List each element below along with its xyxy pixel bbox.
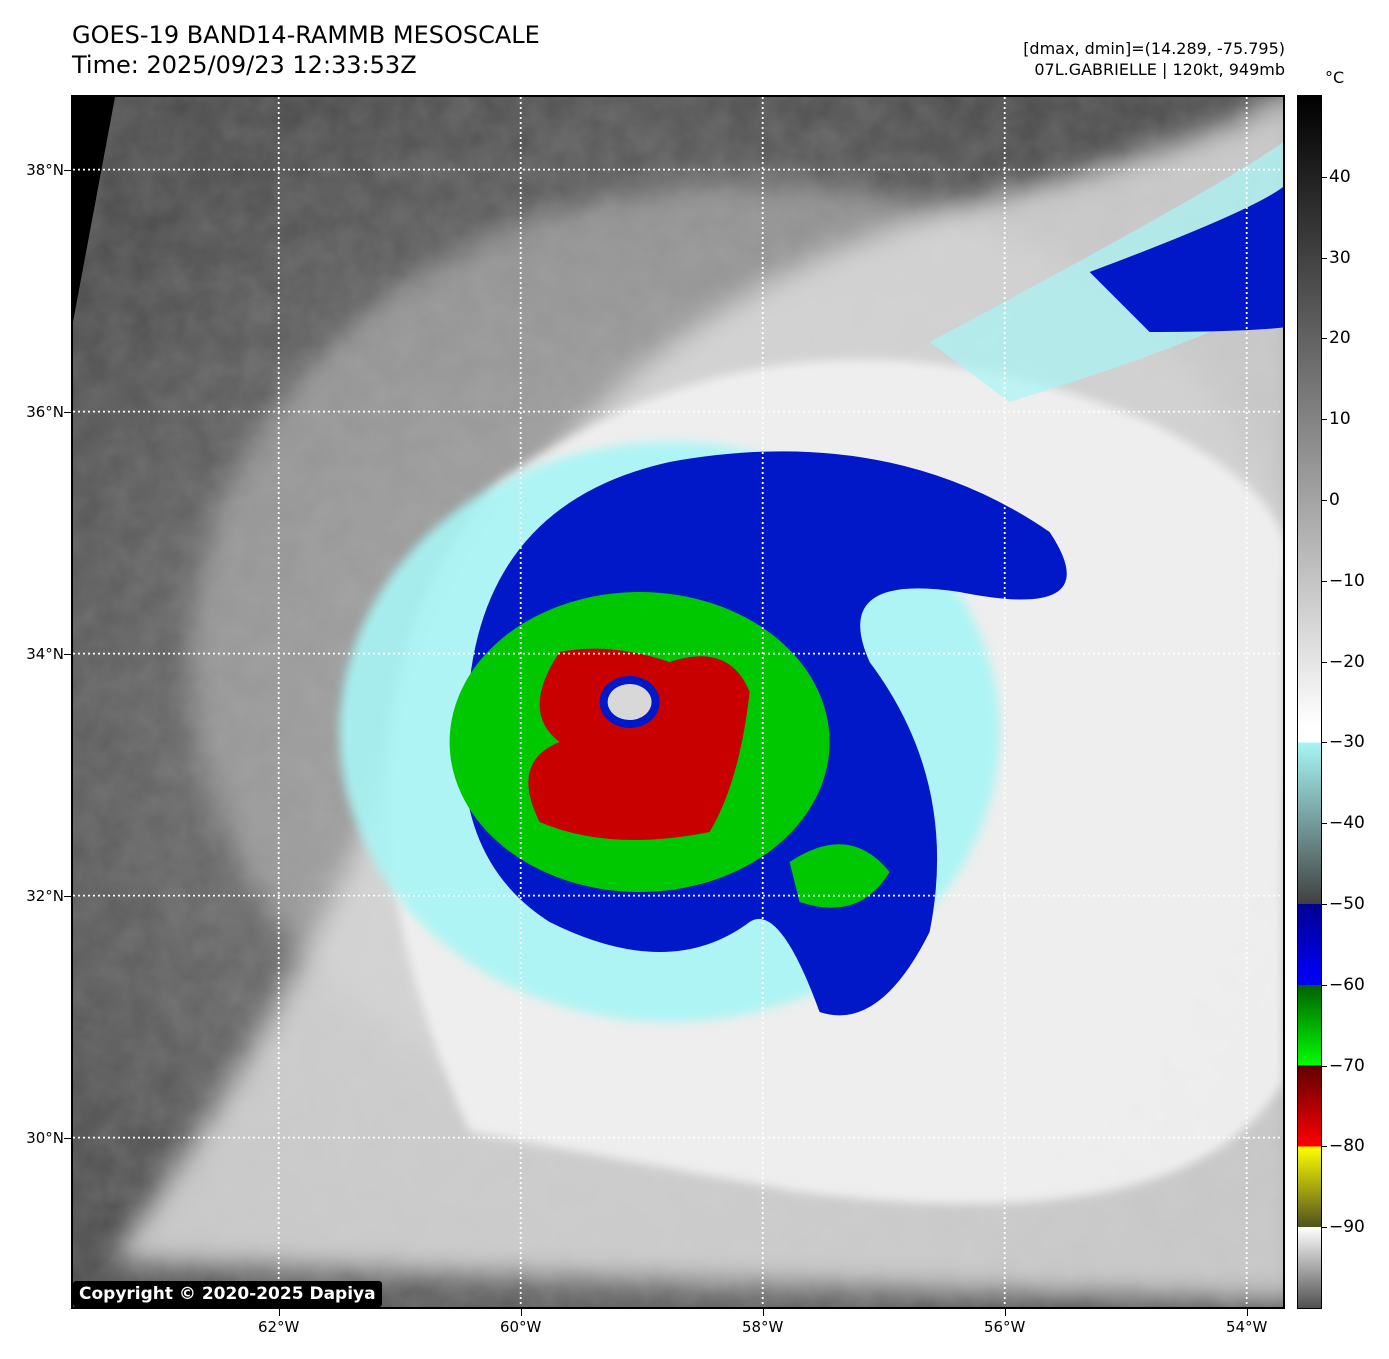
colorbar-tick-mark <box>1322 823 1327 825</box>
colorbar-tick-mark <box>1322 500 1327 501</box>
longitude-tick-label: 56°W <box>983 1318 1026 1336</box>
latitude-tick-label: 36°N <box>26 402 64 421</box>
colorbar-tick-label: −90 <box>1329 1217 1365 1238</box>
spiral-band-green <box>789 844 890 908</box>
longitude-tick-mark <box>1246 1309 1248 1316</box>
observation-time: Time: 2025/09/23 12:33:53Z <box>72 51 417 79</box>
latitude-tick-label: 32°N <box>26 886 64 905</box>
longitude-tick-label: 60°W <box>499 1318 542 1336</box>
latitude-tick-label: 34°N <box>26 644 64 663</box>
lat-lon-grid <box>73 97 1283 1307</box>
longitude-tick-mark <box>762 1309 764 1316</box>
longitude-tick-label: 58°W <box>741 1318 784 1336</box>
colorbar-tick-mark <box>1322 419 1327 421</box>
colorbar-tick-label: −50 <box>1329 894 1365 914</box>
longitude-tick-mark <box>520 1309 522 1316</box>
satellite-map <box>71 95 1285 1309</box>
longitude-tick-mark <box>278 1309 280 1316</box>
longitude-tick-mark <box>1004 1309 1006 1316</box>
storm-intensity: 07L.GABRIELLE | 120kt, 949mb <box>1034 60 1285 79</box>
colorbar-tick-label: 20 <box>1329 328 1351 349</box>
ir-imagery <box>73 97 1283 1307</box>
colorbar-tick-label: −80 <box>1329 1136 1365 1157</box>
colorbar-tick-mark <box>1322 580 1327 582</box>
colorbar-tick-mark <box>1322 1065 1327 1067</box>
colorbar-unit: °C <box>1325 68 1345 87</box>
latitude-tick-mark <box>64 895 71 897</box>
colorbar-tick-mark <box>1322 984 1327 986</box>
temperature-colorbar <box>1297 95 1322 1309</box>
latitude-tick-mark <box>64 653 71 655</box>
colorbar-tick-mark <box>1322 176 1327 178</box>
core-red <box>528 648 750 840</box>
longitude-tick-label: 54°W <box>1225 1318 1268 1336</box>
longitude-tick-label: 62°W <box>257 1318 300 1336</box>
colorbar-tick-label: −30 <box>1329 732 1365 753</box>
colorbar-tick-mark <box>1322 904 1327 905</box>
colorbar-tick-label: −40 <box>1329 813 1365 834</box>
product-title: GOES-19 BAND14-RAMMB MESOSCALE <box>72 21 540 49</box>
colorbar-tick-mark <box>1322 1146 1327 1148</box>
storm-eye <box>607 684 652 720</box>
cloud-layers <box>109 97 1283 1302</box>
latitude-tick-label: 38°N <box>26 160 64 179</box>
latitude-tick-label: 30°N <box>26 1128 64 1147</box>
colorbar-tick-label: −20 <box>1329 651 1365 672</box>
colorbar-tick-mark <box>1322 661 1327 663</box>
colorbar-tick-label: 40 <box>1329 166 1351 187</box>
colorbar-tick-label: −70 <box>1329 1055 1365 1076</box>
colorbar-tick-label: 30 <box>1329 247 1351 268</box>
colorbar-tick-mark <box>1322 257 1327 259</box>
no-data-corner <box>73 97 115 322</box>
latitude-tick-mark <box>64 169 71 171</box>
colorbar-tick-label: 10 <box>1329 409 1351 430</box>
colorbar-tick-label: −10 <box>1329 570 1365 591</box>
colorbar-tick-mark <box>1322 338 1327 340</box>
copyright-notice: Copyright © 2020-2025 Dapiya <box>73 1281 382 1307</box>
ne-cold-band <box>1089 172 1283 332</box>
colorbar-tick-label: −60 <box>1329 974 1365 995</box>
colorbar-tick-label: 0 <box>1329 490 1340 510</box>
latitude-tick-mark <box>64 411 71 413</box>
storm-info-block: [dmax, dmin]=(14.289, -75.795) 07L.GABRI… <box>1023 38 1285 80</box>
title-block: GOES-19 BAND14-RAMMB MESOSCALE Time: 202… <box>72 20 540 80</box>
colorbar-tick-mark <box>1322 742 1327 744</box>
colorbar-tick-mark <box>1322 1227 1327 1229</box>
latitude-tick-mark <box>64 1137 71 1139</box>
dmax-dmin-readout: [dmax, dmin]=(14.289, -75.795) <box>1023 39 1285 58</box>
